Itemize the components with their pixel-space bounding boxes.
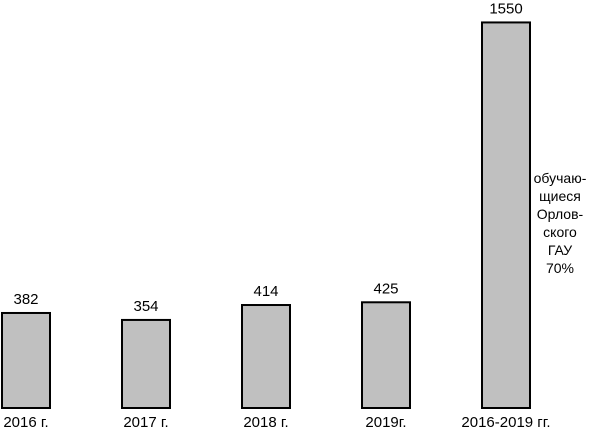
category-labels-group: 2016 г. 2017 г. 2018 г. 2019г. 2016-2019 гг. [3,414,550,429]
category-label-3: 2018 г. [243,414,288,429]
bar-3 [241,304,291,409]
category-label-4: 2019г. [365,414,406,429]
annotation-line-2: щиеся [539,188,581,204]
category-label-5: 2016-2019 гг. [461,414,550,429]
annotation-line-5: ГАУ [548,242,572,258]
bar-5 [481,21,531,409]
category-label-1: 2016 г. [3,414,48,429]
annotation-line-3: Орлов- [537,206,584,222]
value-label-4: 425 [373,280,398,297]
bar-2 [121,318,171,410]
category-label-2: 2017 г. [123,414,168,429]
bar-annotation: обучаю-щиеся Орлов-ского ГАУ 70% [534,170,587,276]
bars-group [1,21,531,410]
bar-1 [1,311,51,410]
value-label-3: 414 [253,283,278,300]
value-label-5: 1550 [489,0,522,17]
bar-4 [361,301,411,409]
annotation-line-6: 70% [546,260,574,276]
value-labels-group: 382 354 414 425 1550 [13,0,522,315]
annotation-line-1: обучаю- [534,170,587,186]
value-label-2: 354 [133,298,158,315]
value-label-1: 382 [13,291,38,308]
annotation-line-4: ского [543,224,577,240]
